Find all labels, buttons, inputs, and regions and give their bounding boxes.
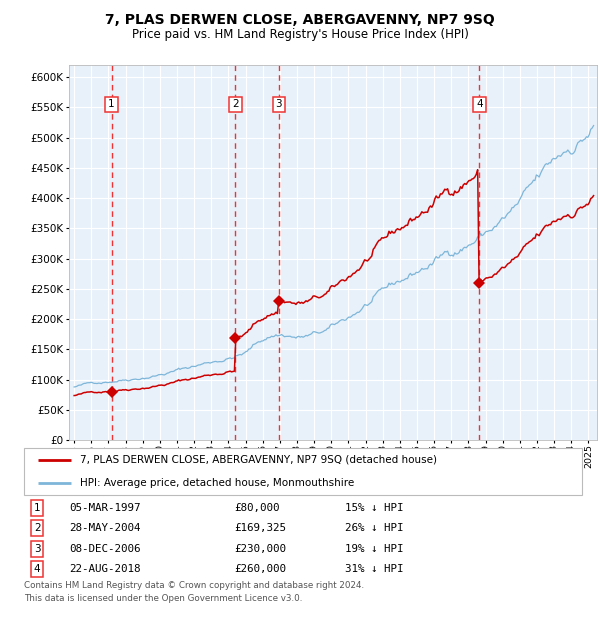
Text: 2: 2: [34, 523, 41, 533]
Text: 1: 1: [34, 503, 41, 513]
Text: 28-MAY-2004: 28-MAY-2004: [69, 523, 140, 533]
Text: 31% ↓ HPI: 31% ↓ HPI: [345, 564, 404, 574]
Text: 3: 3: [275, 99, 282, 110]
Text: 05-MAR-1997: 05-MAR-1997: [69, 503, 140, 513]
Text: Contains HM Land Registry data © Crown copyright and database right 2024.: Contains HM Land Registry data © Crown c…: [24, 581, 364, 590]
Text: 19% ↓ HPI: 19% ↓ HPI: [345, 544, 404, 554]
Text: 15% ↓ HPI: 15% ↓ HPI: [345, 503, 404, 513]
Text: £80,000: £80,000: [234, 503, 280, 513]
Text: 08-DEC-2006: 08-DEC-2006: [69, 544, 140, 554]
Text: This data is licensed under the Open Government Licence v3.0.: This data is licensed under the Open Gov…: [24, 595, 302, 603]
Text: 1: 1: [108, 99, 115, 110]
Text: £260,000: £260,000: [234, 564, 286, 574]
Text: Price paid vs. HM Land Registry's House Price Index (HPI): Price paid vs. HM Land Registry's House …: [131, 28, 469, 40]
Text: £230,000: £230,000: [234, 544, 286, 554]
Text: 4: 4: [476, 99, 483, 110]
Text: HPI: Average price, detached house, Monmouthshire: HPI: Average price, detached house, Monm…: [80, 477, 354, 487]
Text: 7, PLAS DERWEN CLOSE, ABERGAVENNY, NP7 9SQ: 7, PLAS DERWEN CLOSE, ABERGAVENNY, NP7 9…: [105, 14, 495, 27]
Text: 4: 4: [34, 564, 41, 574]
Text: 2: 2: [232, 99, 239, 110]
Text: 26% ↓ HPI: 26% ↓ HPI: [345, 523, 404, 533]
Text: 22-AUG-2018: 22-AUG-2018: [69, 564, 140, 574]
Text: 7, PLAS DERWEN CLOSE, ABERGAVENNY, NP7 9SQ (detached house): 7, PLAS DERWEN CLOSE, ABERGAVENNY, NP7 9…: [80, 455, 437, 465]
Text: 3: 3: [34, 544, 41, 554]
Text: £169,325: £169,325: [234, 523, 286, 533]
FancyBboxPatch shape: [24, 448, 582, 495]
